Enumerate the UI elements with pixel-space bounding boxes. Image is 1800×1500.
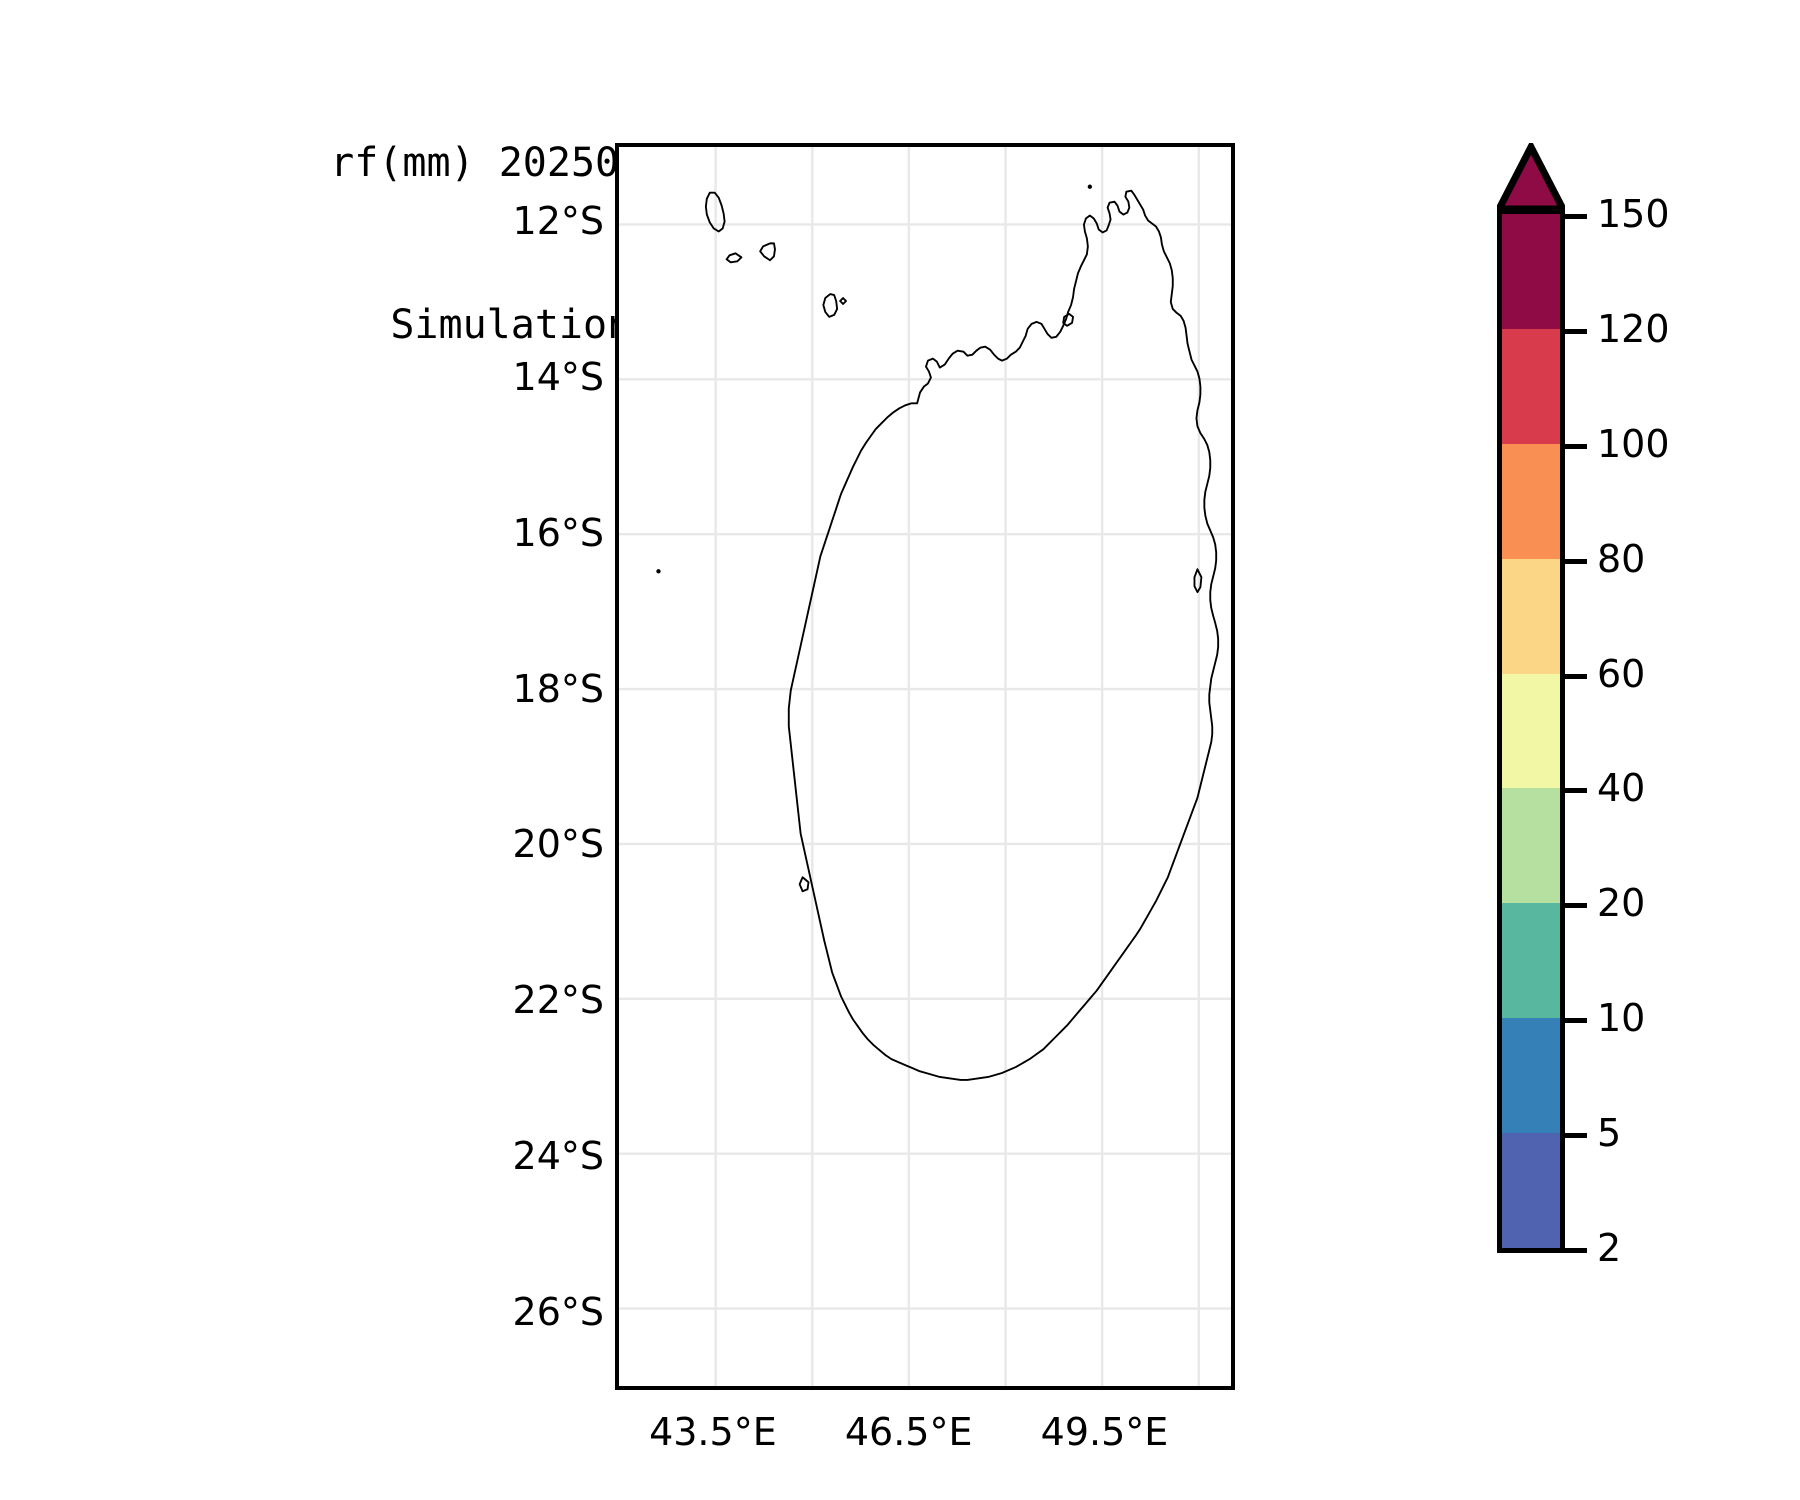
y-axis-tick-label: 24°S bbox=[512, 1134, 604, 1179]
colorbar-over-arrow bbox=[1497, 143, 1565, 213]
colorbar-tick-label: 10 bbox=[1597, 996, 1646, 1041]
colorbar-tick-mark bbox=[1565, 558, 1587, 564]
y-axis-tick-label: 20°S bbox=[512, 822, 604, 867]
colorbar-tick-mark bbox=[1565, 443, 1587, 449]
colorbar[interactable]: 2 5 10 20 40 60 80 100 120 150 bbox=[1497, 143, 1797, 1270]
colorbar-tick-label: 80 bbox=[1597, 536, 1646, 581]
colorbar-tick-mark bbox=[1565, 903, 1587, 909]
y-axis-tick-label: 18°S bbox=[512, 666, 604, 711]
colorbar-band bbox=[1502, 558, 1560, 674]
colorbar-tick-label: 150 bbox=[1597, 192, 1670, 236]
colorbar-tick-label: 60 bbox=[1597, 651, 1646, 696]
y-axis-tick-label: 26°S bbox=[512, 1290, 604, 1335]
map-axes[interactable] bbox=[615, 143, 1235, 1390]
colorbar-tick-label: 5 bbox=[1597, 1111, 1622, 1156]
graticule-gridlines bbox=[619, 147, 1231, 1386]
colorbar-band bbox=[1502, 443, 1560, 559]
colorbar-tick-mark bbox=[1565, 328, 1587, 334]
colorbar-tick-mark bbox=[1565, 1248, 1587, 1253]
colorbar-tick-mark bbox=[1565, 1133, 1587, 1139]
colorbar-tick-label: 100 bbox=[1597, 421, 1670, 466]
colorbar-band bbox=[1502, 673, 1560, 789]
colorbar-band bbox=[1502, 1018, 1560, 1133]
y-axis-tick-label: 16°S bbox=[512, 510, 604, 555]
colorbar-tick-mark bbox=[1565, 1018, 1587, 1024]
x-axis-tick-label: 43.5°E bbox=[649, 1410, 777, 1454]
colorbar-band bbox=[1502, 788, 1560, 904]
colorbar-tick-mark bbox=[1565, 673, 1587, 679]
colorbar-tick-label: 20 bbox=[1597, 881, 1646, 926]
colorbar-tick-label: 40 bbox=[1597, 766, 1646, 811]
colorbar-band bbox=[1502, 214, 1560, 329]
colorbar-band bbox=[1502, 903, 1560, 1019]
colorbar-bands bbox=[1497, 209, 1565, 1253]
x-axis-tick-label: 46.5°E bbox=[844, 1410, 973, 1454]
x-axis-tick-label: 49.5°E bbox=[1040, 1410, 1169, 1454]
colorbar-tick-label: 2 bbox=[1597, 1226, 1622, 1270]
coastline-overlay bbox=[656, 184, 1220, 1081]
colorbar-band bbox=[1502, 328, 1560, 444]
colorbar-tick-mark bbox=[1565, 788, 1587, 794]
colorbar-band bbox=[1502, 1133, 1560, 1248]
colorbar-tick-label: 120 bbox=[1597, 306, 1670, 351]
y-axis-tick-label: 22°S bbox=[512, 978, 604, 1023]
colorbar-tick-mark bbox=[1565, 214, 1587, 219]
y-axis-tick-label: 12°S bbox=[512, 198, 604, 243]
y-axis-tick-label: 14°S bbox=[512, 354, 604, 399]
